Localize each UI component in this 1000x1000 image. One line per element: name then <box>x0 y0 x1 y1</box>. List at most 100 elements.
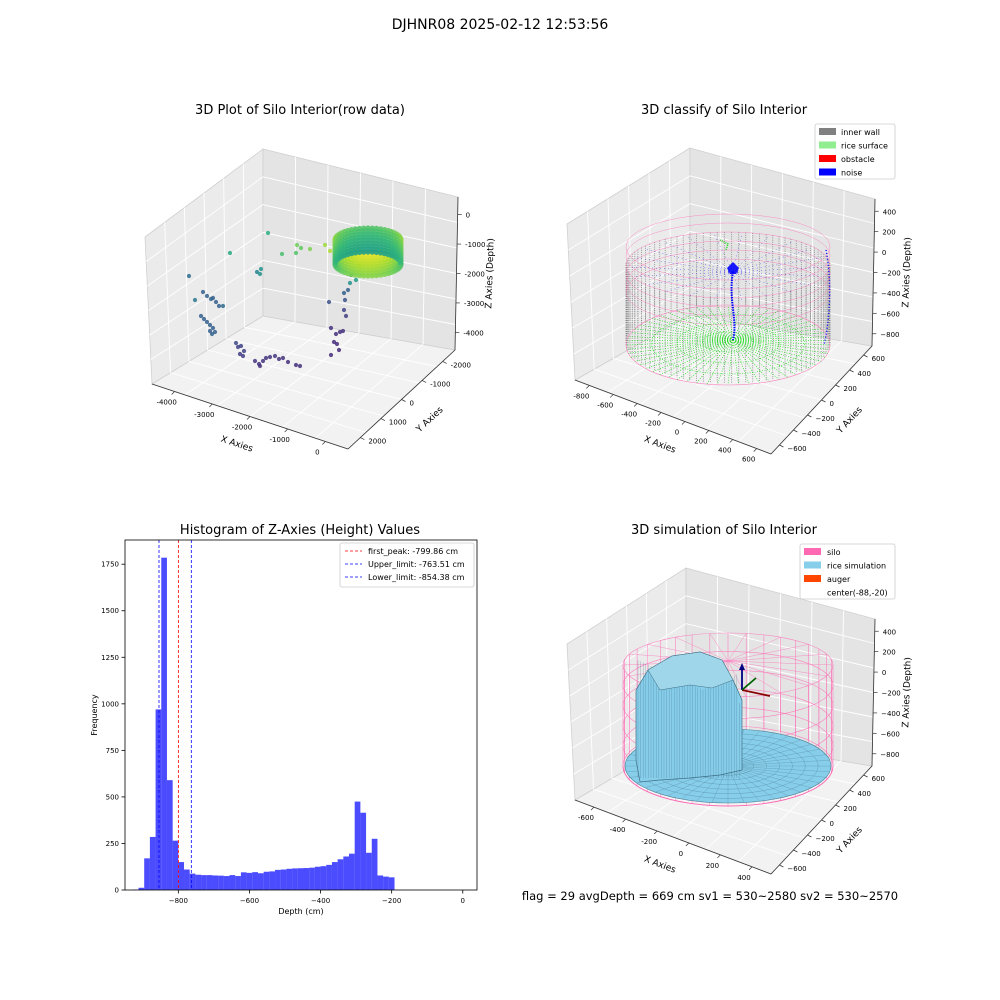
p2-rice-surface-ray <box>706 339 734 385</box>
p3-hist-bar <box>223 876 230 890</box>
p3-hist-bar <box>218 875 224 890</box>
p1-scatter-point <box>207 322 213 328</box>
p1-scatter-point <box>341 290 347 296</box>
panel3-title: Histogram of Z-Axies (Height) Values <box>179 523 421 538</box>
p2-silo-ring <box>625 222 831 290</box>
p3-x-tick-label: −200 <box>382 897 401 905</box>
p4-x-tick-label: -600 <box>578 814 594 822</box>
p3-hist-bar <box>303 868 310 890</box>
p2-x-tick <box>705 430 710 434</box>
p3-hist-bar <box>377 875 384 890</box>
p4-silo-top-spoke <box>709 633 729 662</box>
p3-hist-bar <box>360 812 367 890</box>
p1-z-tick-label: -3000 <box>464 300 484 308</box>
p1-scatter-point <box>331 339 337 345</box>
p3-hist-bar <box>189 873 196 890</box>
p4-silo-top-spoke <box>727 653 827 662</box>
p3-hist-bar <box>155 709 162 890</box>
p1-scatter-point <box>353 277 359 283</box>
p1-y-tick-label: -2000 <box>451 361 471 369</box>
p1-scatter-point <box>220 303 226 309</box>
p4-rice-floor-spoke <box>727 754 827 767</box>
p2-x-tick-label: -200 <box>645 419 661 427</box>
p2-rice-surface-ray <box>696 339 734 384</box>
panel-raw-data-3d: -4000 -3000 -2000 -1000 0 -2000 -1000 0 1000 2000… <box>144 148 497 457</box>
p3-legend-label: first_peak: -799.86 cm <box>368 547 458 556</box>
p2-y-tick <box>863 354 868 358</box>
p1-scatter-point <box>326 299 332 305</box>
p1-x-tick <box>246 416 251 420</box>
p2-rice-surface-ray <box>732 339 804 373</box>
p3-legend-label: Upper_limit: -763.51 cm <box>368 560 465 569</box>
p4-silo-top-spoke <box>727 644 809 662</box>
p4-y-tick-label: 600 <box>872 775 885 783</box>
p2-legend-label: obstacle <box>841 155 875 164</box>
p2-rice-surface-ray <box>732 339 817 366</box>
p2-y-tick-label: 600 <box>872 355 885 363</box>
p1-ring-point <box>348 251 355 257</box>
p1-scatter-point <box>258 266 264 272</box>
p4-silo-top-spoke <box>727 660 834 666</box>
p2-rice-surface-ray <box>732 332 826 341</box>
p2-rice-surface-ray <box>727 339 734 386</box>
p2-rice-surface-ring <box>651 313 805 375</box>
p2-legend-swatch <box>819 168 836 176</box>
p4-axis-arrow-x <box>741 689 771 697</box>
p2-legend-label: noise <box>841 169 862 178</box>
p3-hist-bar <box>149 836 156 890</box>
p1-scatter-point <box>342 297 348 303</box>
p1-ring-point <box>361 249 367 255</box>
p2-noise-line <box>732 236 769 273</box>
p2-noise-line <box>732 271 769 298</box>
p2-rice-surface-ray <box>625 339 734 346</box>
p1-scatter-point <box>298 245 304 251</box>
p3-x-tick-label: −800 <box>169 897 188 905</box>
p1-scatter-point <box>322 242 328 248</box>
p2-noise-line <box>732 266 825 273</box>
p4-y-tick-label: −600 <box>787 865 806 873</box>
p2-grid-wall <box>841 190 845 341</box>
p2-rice-surface-ray <box>732 339 826 358</box>
p1-scatter-point <box>216 303 222 309</box>
p3-hist-bar <box>292 868 298 890</box>
p1-scatter-point <box>210 325 216 331</box>
p3-x-axis-label: Depth (cm) <box>278 907 323 916</box>
p3-hist-bar <box>320 866 327 890</box>
p2-noise-wall-right <box>823 249 831 346</box>
p2-rice-surface-ray <box>634 339 734 362</box>
p3-hist-bar <box>337 859 344 890</box>
p1-scatter-point <box>285 359 291 365</box>
p4-z-tick-label: 400 <box>883 628 896 636</box>
p4-z-tick-label: −200 <box>882 690 901 698</box>
p4-y-tick-label: −400 <box>801 850 820 858</box>
p1-scatter-point <box>260 358 266 364</box>
p3-y-tick-label: 0 <box>115 887 119 895</box>
p2-x-tick <box>681 421 686 425</box>
p4-x-tick <box>685 842 690 847</box>
figure-suptitle: DJHNR08 2025-02-12 12:53:56 <box>391 17 609 33</box>
panel2-title: 3D classify of Silo Interior <box>640 103 808 118</box>
p2-rice-surface-ray <box>626 339 734 350</box>
p3-hist-bar <box>297 868 304 890</box>
p1-x-tick <box>284 428 288 433</box>
p1-x-axis-label: X Axies <box>219 435 254 455</box>
p3-hist-bar <box>349 853 355 890</box>
p2-rice-surface-ray <box>732 339 828 354</box>
p4-rice-floor-spoke <box>727 765 827 778</box>
p3-hist-bar <box>275 869 281 890</box>
p2-rice-surface-ray <box>732 339 760 384</box>
p2-green-noise <box>719 239 729 251</box>
p2-z-axis-label: Z Axies (Depth) <box>901 237 913 308</box>
p4-legend-swatch <box>804 561 821 569</box>
p4-grid-wall <box>840 610 844 761</box>
p3-hist-bar <box>240 872 247 890</box>
p2-rice-surface-ray <box>645 339 734 369</box>
p3-hist-bar <box>269 871 276 890</box>
p1-scatter-point <box>347 280 353 286</box>
p2-rice-surface-ray <box>626 339 734 342</box>
p4-x-tick <box>590 806 595 811</box>
p3-axes-frame <box>124 539 478 891</box>
p1-scatter-point <box>340 328 346 334</box>
p3-y-tick-label: 1250 <box>101 654 119 662</box>
